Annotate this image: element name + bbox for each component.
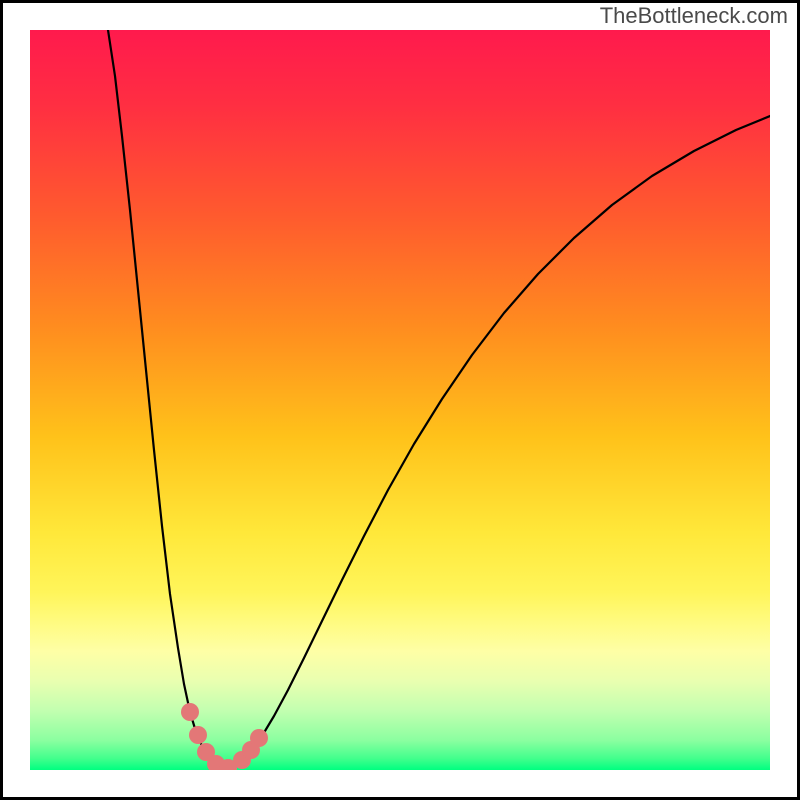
chart-root: TheBottleneck.com — [0, 0, 800, 800]
outer-border — [0, 0, 800, 800]
watermark-text: TheBottleneck.com — [600, 3, 788, 29]
